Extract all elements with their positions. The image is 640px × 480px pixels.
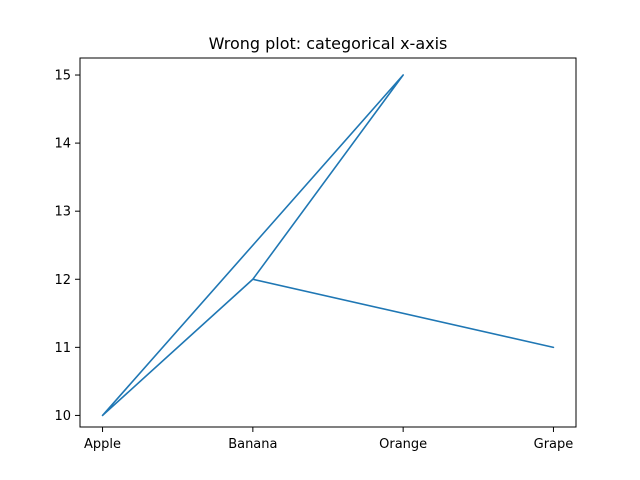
chart-title: Wrong plot: categorical x-axis — [209, 34, 448, 53]
y-tick-label: 11 — [54, 341, 71, 356]
y-tick-label: 14 — [54, 137, 71, 152]
x-tick-label: Apple — [84, 437, 121, 452]
y-tick-label: 13 — [54, 205, 71, 220]
y-tick-label: 12 — [54, 273, 71, 288]
x-tick-label: Orange — [379, 437, 427, 452]
plot-layer: Apple Banana Orange Grape 10 11 12 13 14 15 — [54, 69, 573, 452]
x-tick-label: Grape — [534, 437, 574, 452]
plot-frame — [79, 57, 577, 428]
x-tick-label: Banana — [228, 437, 277, 452]
y-tick-label: 15 — [54, 69, 71, 84]
series-line — [101, 74, 555, 417]
y-tick-label: 10 — [54, 409, 71, 424]
